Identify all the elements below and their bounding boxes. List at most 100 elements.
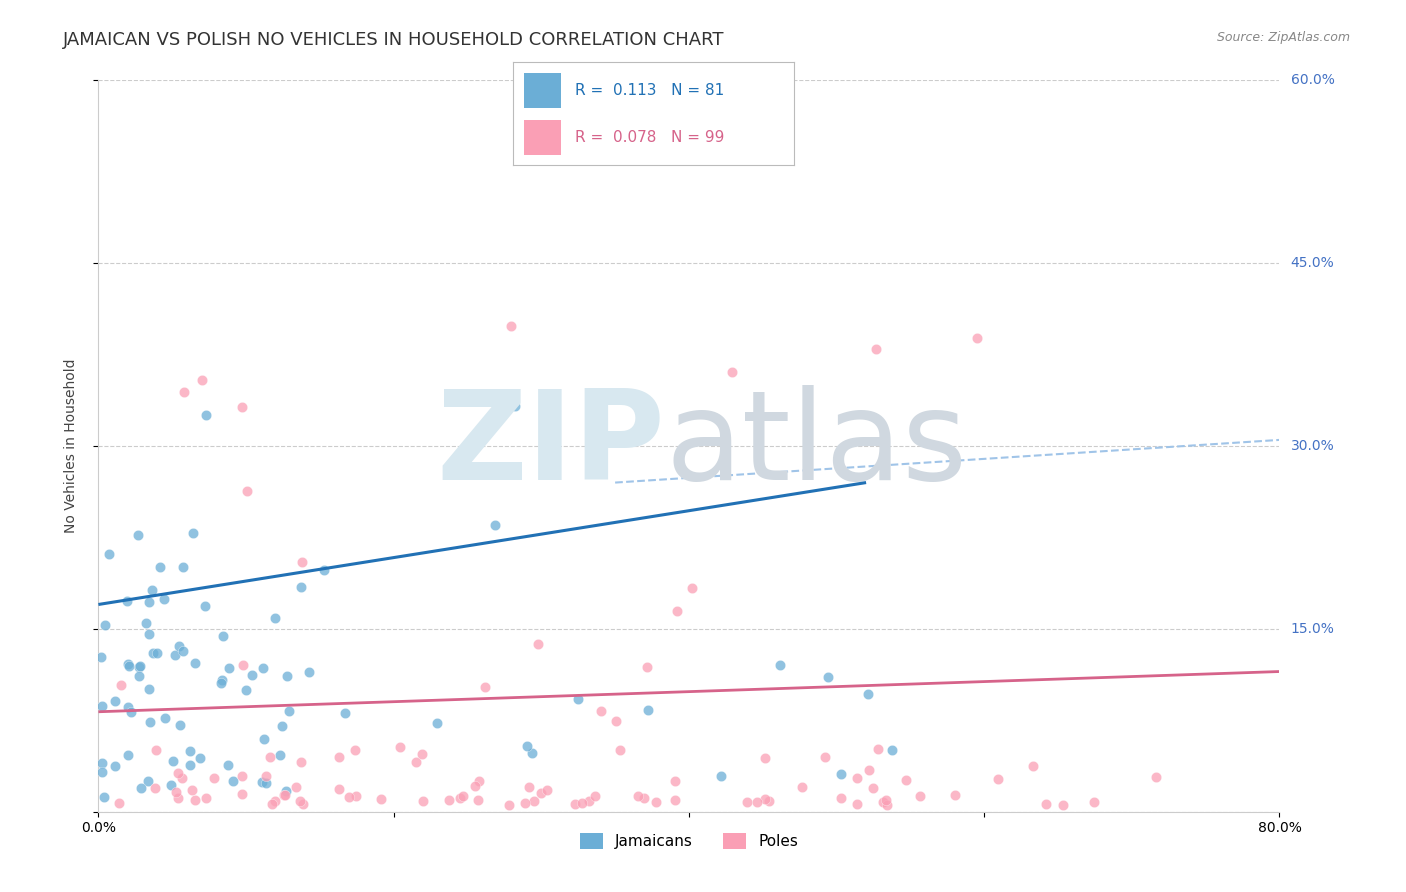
Point <box>262 797 284 811</box>
Point <box>790 780 813 794</box>
Point <box>830 791 852 805</box>
Point <box>236 484 259 499</box>
Point <box>211 673 233 688</box>
Point <box>880 742 903 756</box>
Point <box>894 772 917 787</box>
Point <box>181 525 204 540</box>
Point <box>172 644 194 658</box>
Text: 30.0%: 30.0% <box>1291 439 1334 453</box>
Point <box>118 658 141 673</box>
Point <box>252 661 274 675</box>
Point <box>194 791 217 805</box>
Point <box>665 604 688 618</box>
Point <box>274 788 297 802</box>
Point <box>232 658 254 673</box>
Point <box>484 518 506 533</box>
Legend: Jamaicans, Poles: Jamaicans, Poles <box>574 827 804 855</box>
Point <box>536 783 558 797</box>
Point <box>503 400 526 414</box>
Point <box>474 680 496 694</box>
Point <box>263 611 285 625</box>
Point <box>188 750 211 764</box>
Point <box>191 373 214 387</box>
Point <box>735 795 758 809</box>
Point <box>93 790 115 805</box>
Point <box>167 766 190 780</box>
Point <box>231 787 253 801</box>
Point <box>263 794 285 808</box>
Point <box>522 746 544 760</box>
Point <box>179 757 201 772</box>
Point <box>120 705 142 719</box>
Point <box>117 747 139 762</box>
Point <box>1052 797 1074 812</box>
Point <box>217 757 239 772</box>
Point <box>167 791 190 805</box>
Point <box>128 528 150 542</box>
Point <box>987 772 1010 787</box>
Point <box>328 781 350 796</box>
Point <box>94 618 117 632</box>
Point <box>98 547 121 561</box>
Point <box>252 774 274 789</box>
Point <box>172 559 194 574</box>
Point <box>231 400 253 414</box>
Point <box>312 563 335 577</box>
Text: R =  0.113   N = 81: R = 0.113 N = 81 <box>575 83 724 97</box>
Text: ZIP: ZIP <box>437 385 665 507</box>
Point <box>564 797 586 811</box>
Point <box>343 743 366 757</box>
Point <box>328 750 350 764</box>
Point <box>169 718 191 732</box>
Point <box>758 794 780 808</box>
Point <box>90 649 112 664</box>
Point <box>91 698 114 713</box>
Text: R =  0.078   N = 99: R = 0.078 N = 99 <box>575 130 724 145</box>
Point <box>1022 758 1045 772</box>
Point <box>254 769 277 783</box>
Text: Source: ZipAtlas.com: Source: ZipAtlas.com <box>1216 31 1350 45</box>
Point <box>876 798 898 813</box>
Point <box>290 580 312 594</box>
Point <box>344 789 367 804</box>
Point <box>637 703 659 717</box>
Point <box>141 582 163 597</box>
Point <box>720 365 742 379</box>
Point <box>426 715 449 730</box>
Point <box>184 793 207 807</box>
Point <box>523 794 546 808</box>
Point <box>143 780 166 795</box>
Point <box>868 741 890 756</box>
Point <box>153 591 176 606</box>
Point <box>179 744 201 758</box>
Point <box>135 615 157 630</box>
Y-axis label: No Vehicles in Household: No Vehicles in Household <box>63 359 77 533</box>
Point <box>218 661 240 675</box>
Point <box>571 796 593 810</box>
Point <box>943 788 966 802</box>
Point <box>162 754 184 768</box>
Point <box>169 639 191 653</box>
Point <box>284 780 307 794</box>
Point <box>609 743 631 757</box>
Point <box>160 778 183 792</box>
Point <box>278 704 301 718</box>
Point <box>163 648 186 662</box>
Point <box>388 739 411 754</box>
Point <box>468 774 491 789</box>
Point <box>856 687 879 701</box>
Point <box>145 742 167 756</box>
Point <box>499 319 522 334</box>
Point <box>644 796 666 810</box>
Point <box>276 669 298 683</box>
Point <box>754 791 776 805</box>
Point <box>291 556 314 570</box>
Point <box>337 790 360 805</box>
Point <box>148 560 170 574</box>
Point <box>128 669 150 683</box>
Point <box>108 796 131 810</box>
Point <box>173 384 195 399</box>
Point <box>335 706 357 720</box>
Point <box>181 782 204 797</box>
Point <box>412 794 434 808</box>
